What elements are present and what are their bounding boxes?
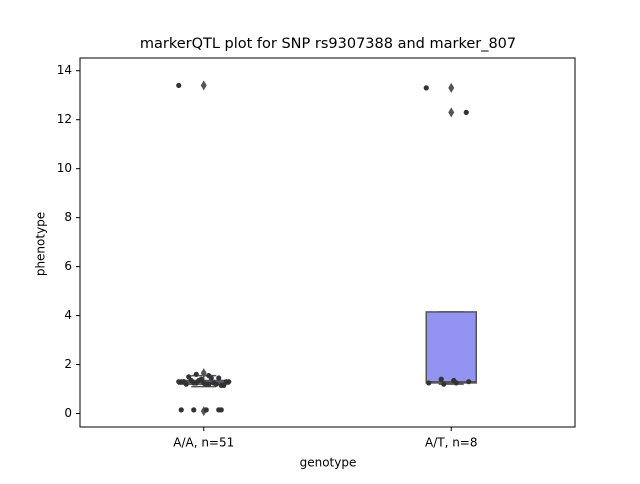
- strip-point: [226, 379, 232, 385]
- strip-point: [191, 407, 197, 413]
- strip-point: [203, 407, 209, 413]
- strip-point: [438, 376, 444, 382]
- strip-point: [218, 407, 224, 413]
- strip-point: [213, 381, 219, 387]
- strip-point: [186, 374, 192, 380]
- y-tick-label: 2: [64, 357, 72, 371]
- y-tick-label: 0: [64, 406, 72, 420]
- y-tick-label: 12: [57, 112, 72, 126]
- strip-point: [176, 82, 182, 89]
- y-tick-label: 4: [64, 308, 72, 322]
- strip-point: [203, 381, 209, 387]
- outlier: [448, 107, 455, 118]
- y-tick-label: 6: [64, 259, 72, 273]
- strip-point: [441, 381, 447, 387]
- outlier: [448, 82, 455, 93]
- x-tick-label: A/T, n=8: [425, 436, 478, 450]
- y-tick-label: 8: [64, 210, 72, 224]
- strip-point: [423, 85, 429, 91]
- outlier: [200, 80, 207, 91]
- x-tick-label: A/A, n=51: [173, 436, 234, 450]
- chart-title: markerQTL plot for SNP rs9307388 and mar…: [140, 36, 516, 52]
- y-tick-label: 10: [57, 161, 72, 175]
- strip-point: [198, 376, 204, 382]
- x-axis-label: genotype: [300, 456, 357, 470]
- strip-point: [453, 380, 459, 386]
- strip-point: [466, 379, 472, 385]
- box: [425, 311, 477, 384]
- strip-point: [426, 380, 432, 386]
- strip-point: [193, 371, 199, 377]
- y-tick-label: 14: [57, 63, 72, 77]
- strip-point: [218, 382, 224, 388]
- strip-point: [463, 109, 469, 115]
- strip-point: [216, 375, 222, 381]
- outlier: [200, 368, 207, 379]
- strip-point: [181, 379, 187, 385]
- strip-point: [206, 372, 212, 379]
- y-axis-label: phenotype: [34, 212, 48, 276]
- strip-point: [191, 380, 197, 386]
- plot-frame: [79, 57, 576, 428]
- strip-point: [178, 407, 184, 413]
